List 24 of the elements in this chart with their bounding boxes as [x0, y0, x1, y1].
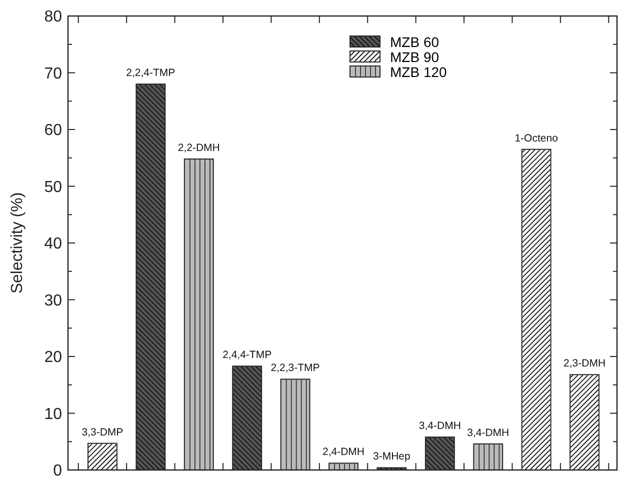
annotation: 3,4-DMH: [418, 420, 461, 432]
annotation: 2,4-DMH: [322, 446, 365, 458]
y-axis-title: Selectivity (%): [9, 192, 26, 294]
y-tick-label: 60: [44, 122, 62, 140]
legend-label: MZB 90: [390, 48, 440, 65]
legend-label: MZB 120: [390, 64, 448, 80]
y-tick-label: 0: [53, 462, 62, 480]
annotation: 1-Octeno: [514, 132, 558, 144]
annotation: 3-MHep: [373, 450, 411, 463]
annotation: 3,4-DMH: [467, 426, 510, 439]
y-tick-label: 20: [44, 349, 62, 366]
y-tick-label: 30: [44, 292, 62, 310]
annotation: 2,3-DMH: [564, 358, 606, 370]
y-tick-label: 80: [44, 8, 62, 26]
y-tick-label: 10: [44, 406, 62, 423]
annotation: 2,2,4-TMP: [126, 67, 176, 80]
annotation: 2,2,3-TMP: [270, 362, 320, 374]
annotation: 2,4,4-TMP: [222, 349, 272, 362]
y-tick-label: 50: [44, 178, 62, 196]
annotation: 3,3-DMP: [82, 426, 124, 438]
y-tick-label: 40: [44, 236, 62, 253]
annotation: 2,2-DMH: [178, 142, 220, 154]
legend-label: MZB 60: [390, 34, 440, 50]
y-tick-label: 70: [44, 65, 62, 82]
